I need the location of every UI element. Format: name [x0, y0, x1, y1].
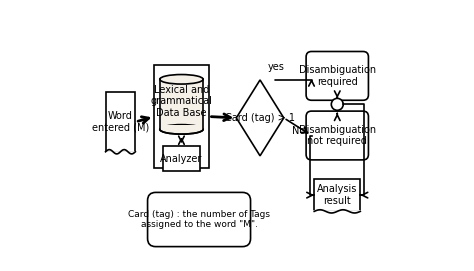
- Text: Analysis
result: Analysis result: [317, 184, 357, 206]
- FancyBboxPatch shape: [306, 111, 368, 160]
- Text: No: No: [292, 126, 305, 136]
- Bar: [106, 92, 136, 152]
- Text: Card (tag) > 1: Card (tag) > 1: [225, 113, 295, 123]
- Text: Disambiguation
not required: Disambiguation not required: [299, 125, 376, 146]
- Bar: [155, 65, 209, 168]
- Text: Analyzer: Analyzer: [160, 154, 202, 163]
- Text: Word
entered (M): Word entered (M): [92, 111, 149, 133]
- FancyBboxPatch shape: [306, 51, 368, 100]
- Ellipse shape: [160, 75, 203, 84]
- Bar: [163, 146, 200, 171]
- Polygon shape: [237, 80, 284, 156]
- Bar: [160, 79, 203, 129]
- Bar: [314, 179, 360, 211]
- Bar: [160, 125, 203, 129]
- Text: yes: yes: [268, 62, 285, 72]
- Text: Lexical and
grammatical
Data Base: Lexical and grammatical Data Base: [151, 85, 212, 118]
- FancyBboxPatch shape: [147, 192, 251, 247]
- Ellipse shape: [160, 125, 203, 134]
- Text: Disambiguation
required: Disambiguation required: [299, 65, 376, 87]
- Circle shape: [331, 98, 343, 110]
- Text: Card (tag) : the number of Tags
assigned to the word "M".: Card (tag) : the number of Tags assigned…: [128, 210, 270, 229]
